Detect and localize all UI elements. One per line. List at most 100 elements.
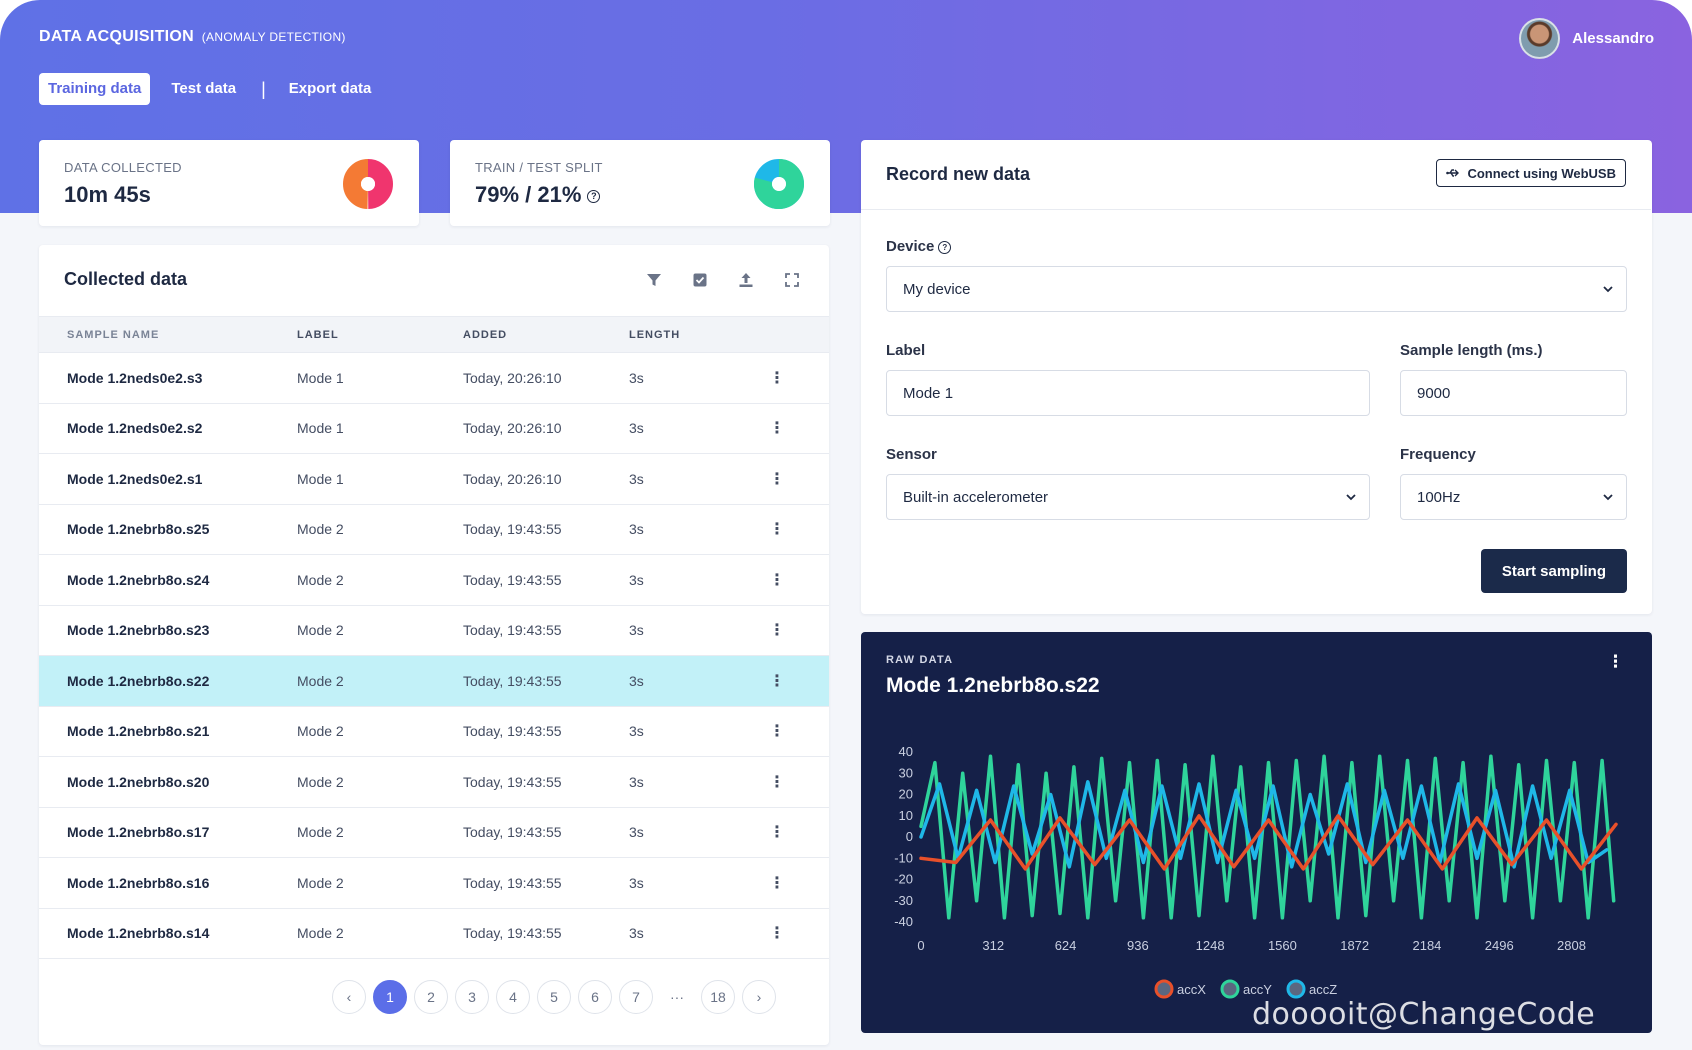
table-row[interactable]: Mode 1.2nebrb8o.s23 Mode 2 Today, 19:43:55… [39, 606, 829, 656]
legend-label-accY: accY [1243, 982, 1272, 997]
table-row[interactable]: Mode 1.2nebrb8o.s21 Mode 2 Today, 19:43:55… [39, 707, 829, 757]
tab-export-data[interactable]: Export data [288, 80, 372, 97]
split-donut [754, 159, 804, 209]
col-length[interactable]: LENGTH [629, 328, 681, 341]
page-button-5[interactable]: 5 [537, 980, 571, 1014]
pagination-ellipsis[interactable]: ··· [670, 989, 684, 1005]
table-row[interactable]: Mode 1.2neds0e2.s3 Mode 1 Today, 20:26:10 3… [39, 353, 829, 404]
y-tick-label: 10 [899, 808, 913, 823]
label-input[interactable]: Mode 1 [886, 370, 1370, 416]
connect-webusb-button[interactable]: Connect using WebUSB [1436, 159, 1626, 187]
upload-icon[interactable] [734, 268, 758, 292]
label-cell: Mode 1 [297, 470, 344, 487]
page-button-18[interactable]: 18 [701, 980, 735, 1014]
raw-data-menu-icon[interactable]: ⋮ [1607, 652, 1624, 671]
user-name[interactable]: Alessandro [1572, 30, 1654, 47]
col-sample-name[interactable]: SAMPLE NAME [67, 328, 160, 341]
legend-label-accX: accX [1177, 982, 1206, 997]
row-menu-icon[interactable]: ⋮ [769, 672, 785, 690]
y-tick-label: 30 [899, 765, 913, 780]
row-menu-icon[interactable]: ⋮ [769, 470, 785, 488]
y-tick-label: 40 [899, 744, 913, 759]
table-row[interactable]: Mode 1.2nebrb8o.s22 Mode 2 Today, 19:43:55… [39, 656, 829, 707]
start-sampling-button[interactable]: Start sampling [1480, 549, 1627, 593]
user-menu[interactable]: Alessandro [1519, 18, 1654, 59]
collected-data-title: Collected data [64, 269, 188, 289]
x-tick-label: 2808 [1557, 938, 1586, 953]
label-cell: Mode 2 [297, 571, 344, 588]
avatar[interactable] [1519, 18, 1561, 59]
page-subtitle: (ANOMALY DETECTION) [201, 30, 346, 44]
pagination: ‹ 1 2 3 4 5 6 7 ··· 18 › [332, 980, 776, 1014]
length-cell: 3s [629, 369, 644, 386]
length-cell: 3s [629, 672, 644, 689]
next-page-button[interactable]: › [742, 980, 776, 1014]
page-title: DATA ACQUISITION (ANOMALY DETECTION) [39, 28, 346, 46]
data-collected-donut [343, 159, 393, 209]
device-label-text: Device [886, 238, 935, 255]
row-menu-icon[interactable]: ⋮ [769, 925, 785, 943]
tab-test-data[interactable]: Test data [171, 80, 237, 97]
raw-data-title: Mode 1.2nebrb8o.s22 [886, 674, 1100, 697]
page-button-4[interactable]: 4 [496, 980, 530, 1014]
sample-name-cell: Mode 1.2nebrb8o.s17 [67, 824, 210, 841]
label-cell: Mode 2 [297, 672, 344, 689]
sample-name-cell: Mode 1.2nebrb8o.s20 [67, 773, 210, 790]
page-button-3[interactable]: 3 [455, 980, 489, 1014]
legend-marker-accZ [1286, 979, 1306, 999]
collected-toolbar [642, 268, 804, 292]
legend-marker-accX [1154, 979, 1174, 999]
row-menu-icon[interactable]: ⋮ [769, 773, 785, 791]
row-menu-icon[interactable]: ⋮ [769, 571, 785, 589]
table-row[interactable]: Mode 1.2nebrb8o.s14 Mode 2 Today, 19:43:55… [39, 909, 829, 959]
collected-data-panel: Collected data SAMPLE NAME LABEL ADDED L… [39, 245, 829, 1045]
table-row[interactable]: Mode 1.2nebrb8o.s17 Mode 2 Today, 19:43:55… [39, 808, 829, 858]
filter-icon[interactable] [642, 268, 666, 292]
row-menu-icon[interactable]: ⋮ [769, 369, 785, 387]
length-cell: 3s [629, 470, 644, 487]
page-button-7[interactable]: 7 [619, 980, 653, 1014]
checkbox-icon[interactable] [688, 268, 712, 292]
table-row[interactable]: Mode 1.2nebrb8o.s25 Mode 2 Today, 19:43:55… [39, 505, 829, 555]
added-cell: Today, 19:43:55 [463, 874, 562, 891]
table-row[interactable]: Mode 1.2neds0e2.s2 Mode 1 Today, 20:26:10 3… [39, 404, 829, 454]
legend-marker-accY [1220, 979, 1240, 999]
added-cell: Today, 19:43:55 [463, 672, 562, 689]
table-row[interactable]: Mode 1.2nebrb8o.s24 Mode 2 Today, 19:43:55… [39, 555, 829, 606]
row-menu-icon[interactable]: ⋮ [769, 824, 785, 842]
table-row[interactable]: Mode 1.2neds0e2.s1 Mode 1 Today, 20:26:10 3… [39, 454, 829, 505]
row-menu-icon[interactable]: ⋮ [769, 723, 785, 741]
frequency-select[interactable]: 100Hz [1400, 474, 1627, 520]
tab-training-data[interactable]: Training data [39, 73, 151, 105]
length-cell: 3s [629, 874, 644, 891]
device-select-value: My device [903, 280, 971, 298]
page-button-1[interactable]: 1 [373, 980, 407, 1014]
sample-name-cell: Mode 1.2nebrb8o.s23 [67, 622, 210, 639]
row-menu-icon[interactable]: ⋮ [769, 874, 785, 892]
added-cell: Today, 19:43:55 [463, 521, 562, 538]
sensor-select[interactable]: Built-in accelerometer [886, 474, 1370, 520]
sample-name-cell: Mode 1.2nebrb8o.s25 [67, 521, 210, 538]
y-tick-label: -20 [894, 872, 913, 887]
expand-icon[interactable] [780, 268, 804, 292]
col-label[interactable]: LABEL [297, 328, 339, 341]
device-select[interactable]: My device [886, 266, 1627, 312]
page-button-6[interactable]: 6 [578, 980, 612, 1014]
x-tick-label: 0 [917, 938, 924, 953]
table-row[interactable]: Mode 1.2nebrb8o.s16 Mode 2 Today, 19:43:55… [39, 858, 829, 909]
prev-page-button[interactable]: ‹ [332, 980, 366, 1014]
row-menu-icon[interactable]: ⋮ [769, 622, 785, 640]
row-menu-icon[interactable]: ⋮ [769, 420, 785, 438]
table-row[interactable]: Mode 1.2nebrb8o.s20 Mode 2 Today, 19:43:55… [39, 757, 829, 808]
help-icon[interactable]: ? [587, 189, 601, 203]
chevron-down-icon [1346, 494, 1356, 501]
y-tick-label: -10 [894, 850, 913, 865]
device-help-icon[interactable]: ? [938, 240, 952, 254]
page-button-2[interactable]: 2 [414, 980, 448, 1014]
row-menu-icon[interactable]: ⋮ [769, 521, 785, 539]
record-header: Record new data Connect using WebUSB [861, 140, 1651, 210]
sample-length-input[interactable]: 9000 [1400, 370, 1627, 416]
chevron-down-icon [1603, 494, 1613, 501]
col-added[interactable]: ADDED [463, 328, 508, 341]
added-cell: Today, 20:26:10 [463, 420, 562, 437]
